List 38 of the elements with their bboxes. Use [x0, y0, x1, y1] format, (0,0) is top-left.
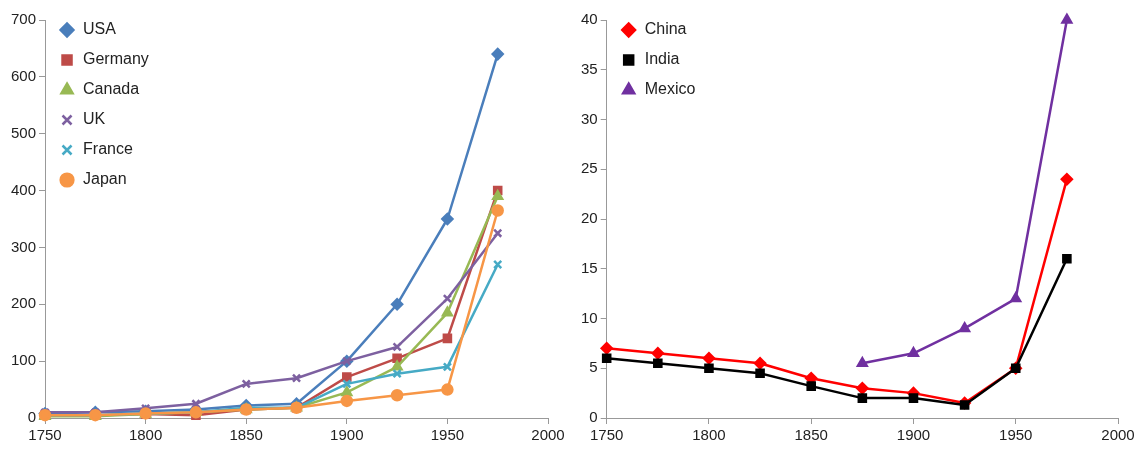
- legend-label: UK: [83, 110, 106, 128]
- y-tick-label: 100: [11, 351, 37, 369]
- legend-label: USA: [83, 20, 117, 38]
- y-tick-label: 10: [581, 308, 598, 326]
- y-tick-label: 5: [589, 358, 598, 376]
- x-tick-label: 1800: [128, 426, 163, 444]
- y-tick-label: 700: [11, 10, 37, 28]
- y-tick-label: 600: [11, 67, 37, 84]
- x-tick-label: 1850: [229, 426, 263, 444]
- y-tick-label: 300: [11, 237, 37, 255]
- y-tick-label: 0: [589, 408, 598, 426]
- legend-label: Germany: [83, 50, 149, 68]
- legend-label: France: [83, 140, 133, 158]
- legend-label: Mexico: [644, 80, 696, 98]
- x-tick-label: 1900: [330, 426, 364, 444]
- legend-label: Japan: [83, 170, 127, 188]
- legend-label: China: [644, 20, 687, 38]
- y-tick-label: 35: [581, 59, 598, 77]
- x-tick-label: 1750: [590, 426, 624, 444]
- x-tick-label: 1950: [999, 426, 1033, 444]
- legend-label: Canada: [83, 80, 140, 98]
- y-tick-label: 500: [11, 123, 37, 141]
- y-tick-label: 40: [581, 10, 598, 28]
- y-tick-label: 0: [27, 408, 37, 426]
- y-tick-label: 400: [11, 180, 37, 198]
- y-tick-label: 15: [581, 258, 598, 276]
- y-tick-label: 25: [581, 159, 598, 177]
- x-tick-label: 2000: [1101, 426, 1135, 444]
- y-tick-label: 30: [581, 109, 598, 127]
- y-tick-label: 200: [11, 294, 37, 312]
- legend-label: India: [644, 50, 680, 68]
- x-tick-label: 1950: [430, 426, 465, 444]
- x-tick-label: 1850: [794, 426, 828, 444]
- x-tick-label: 1800: [692, 426, 726, 444]
- x-tick-label: 1750: [28, 426, 62, 444]
- x-tick-label: 1900: [896, 426, 931, 444]
- x-tick-label: 2000: [531, 426, 565, 444]
- y-tick-label: 20: [581, 209, 598, 227]
